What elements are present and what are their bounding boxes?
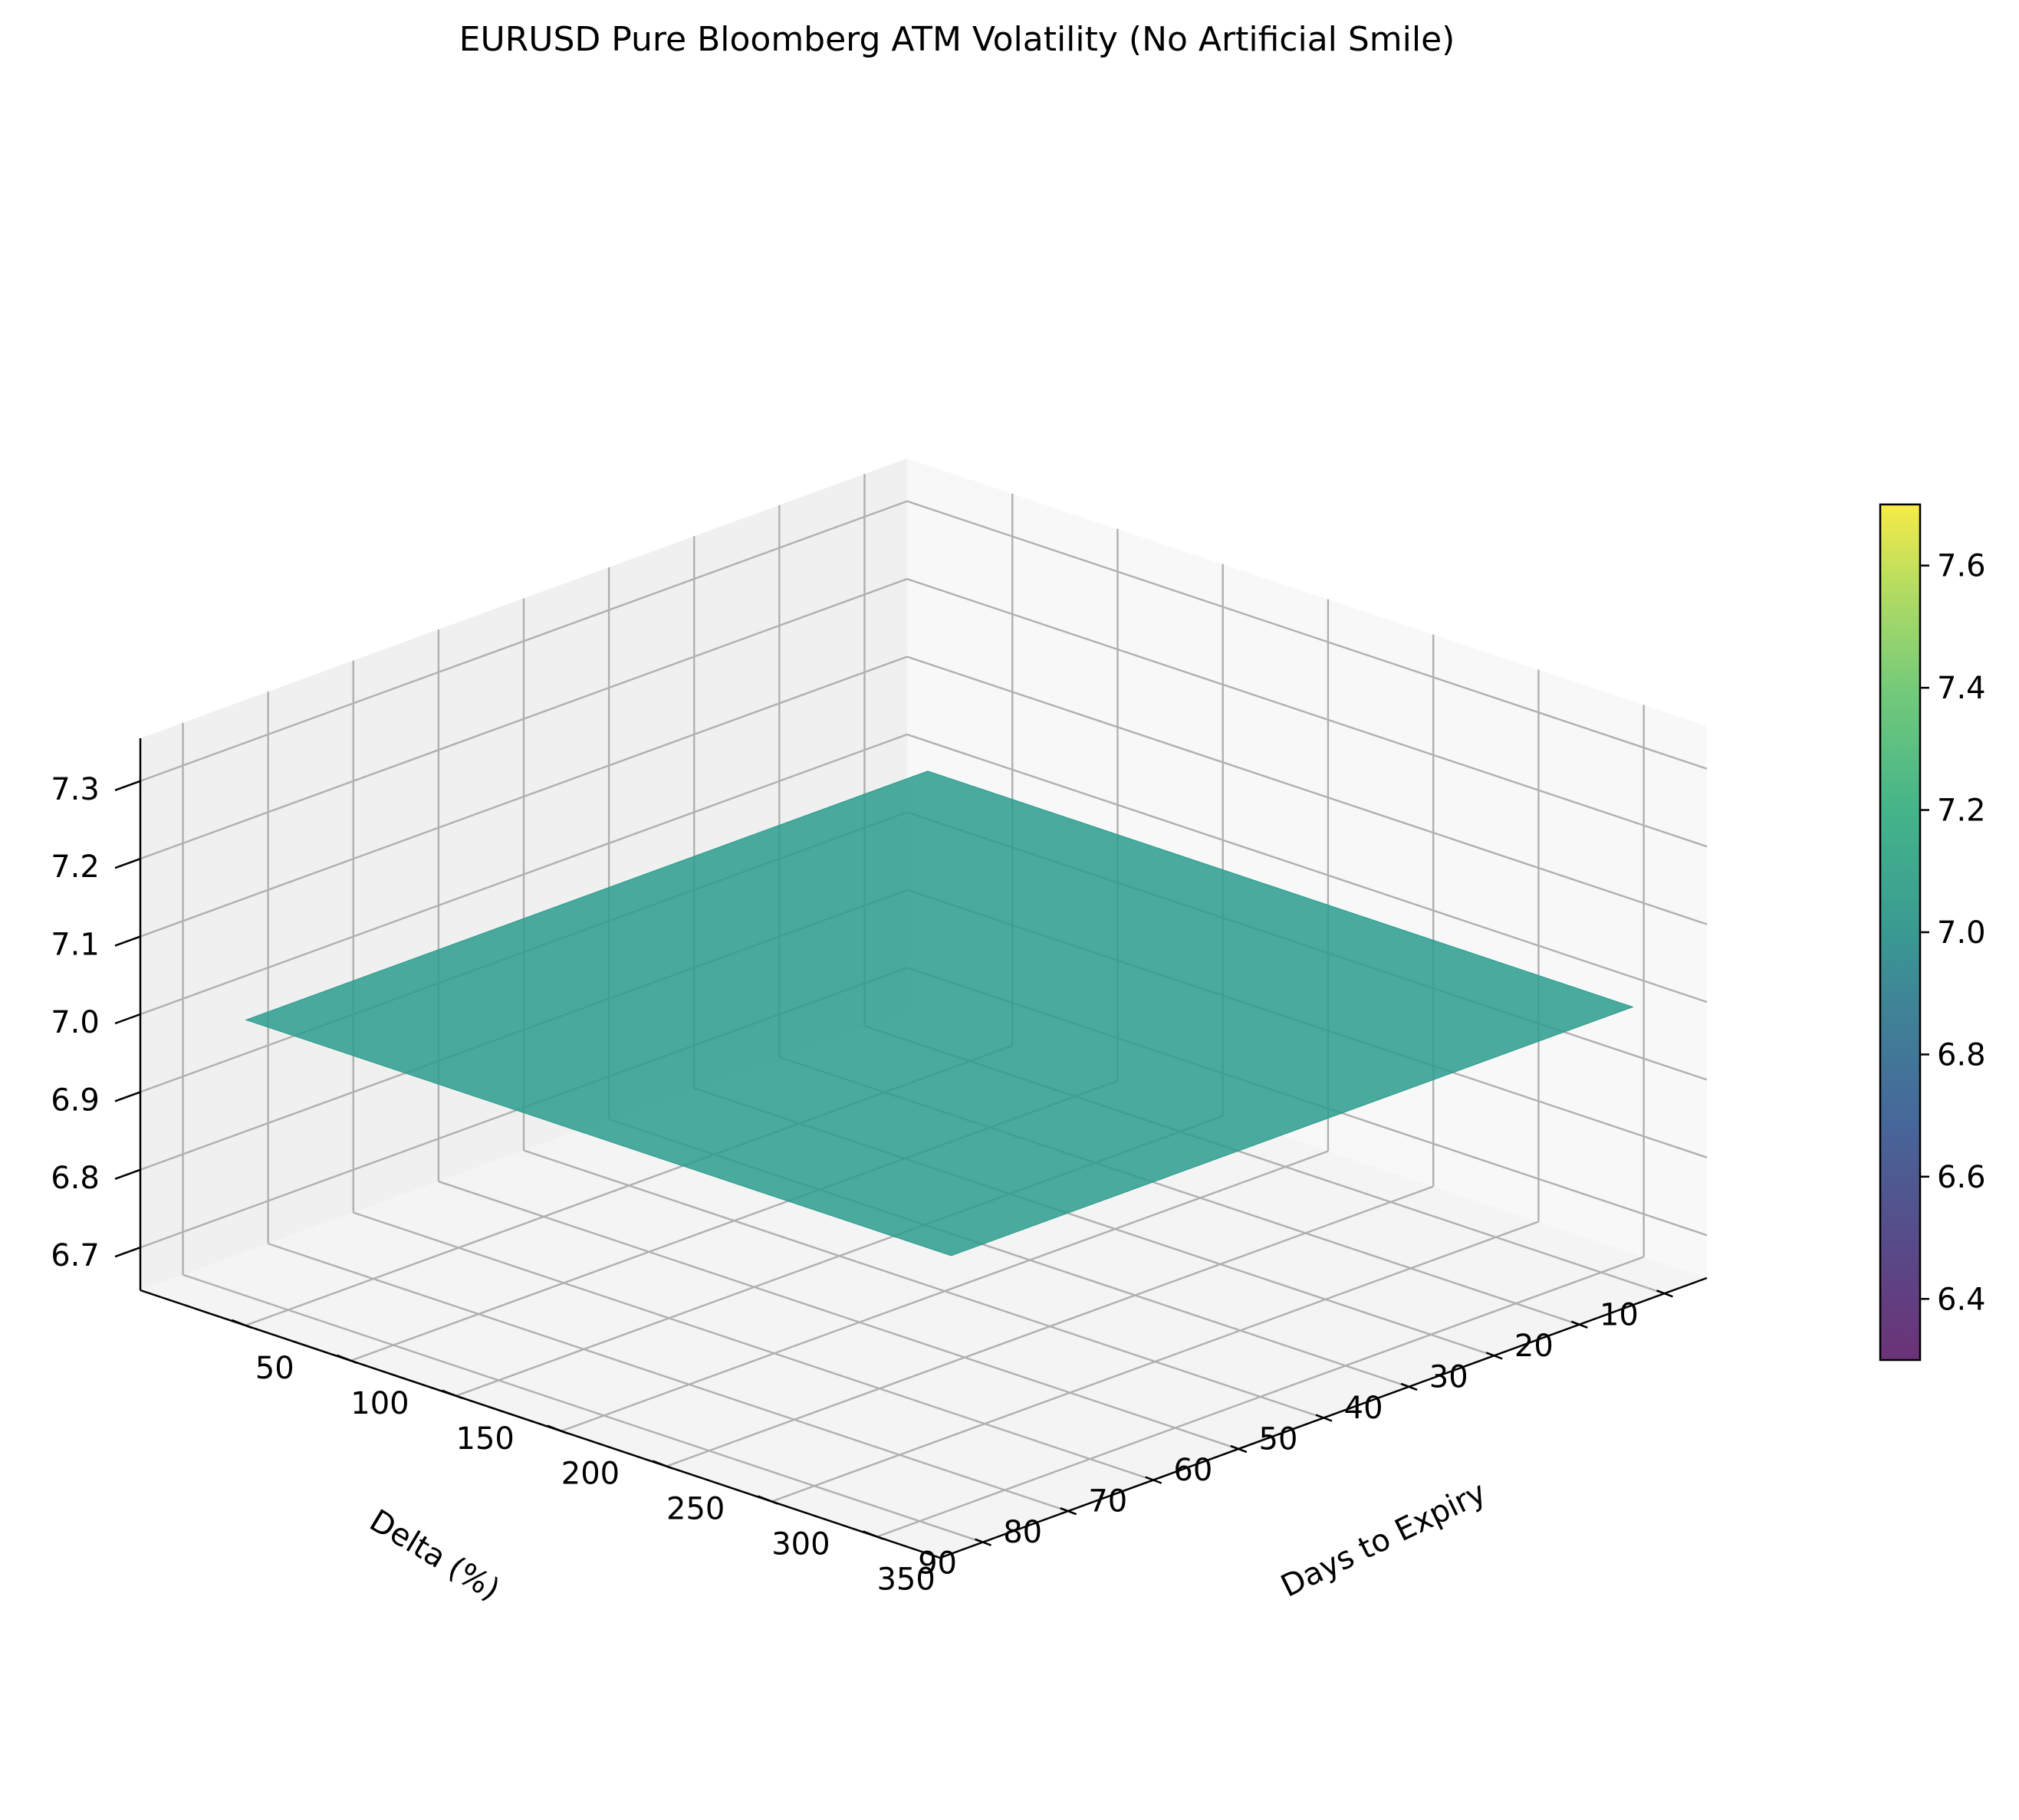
z-tick-label: 7.0 <box>51 1005 100 1040</box>
z-tick-label: 6.8 <box>51 1161 100 1196</box>
grid-line <box>906 655 1708 925</box>
x-tick-label: 60 <box>1173 1453 1212 1488</box>
chart-title: EURUSD Pure Bloomberg ATM Volatility (No… <box>459 20 1455 59</box>
colorbar-gradient <box>1879 503 1922 1362</box>
colorbar-tick-label: 7.4 <box>1937 671 1986 706</box>
colorbar-tick-label: 7.0 <box>1937 915 1986 951</box>
x-tick-mark <box>1060 1506 1077 1516</box>
y-axis-label: Days to Expiry <box>1275 1475 1491 1605</box>
grid-line <box>523 1149 1324 1419</box>
y-tick-mark <box>863 1530 884 1540</box>
y-tick-mark <box>547 1424 568 1434</box>
y-tick-mark <box>652 1460 673 1470</box>
x-tick-label: 10 <box>1600 1297 1639 1332</box>
grid-line <box>666 1185 1434 1467</box>
x-tick-mark <box>1485 1352 1503 1360</box>
grid-line <box>561 1150 1329 1432</box>
grid-line <box>182 1273 983 1543</box>
colorbar-ticks: 6.4 6.6 6.8 7.0 7.2 7.4 7.6 <box>1920 549 1986 1317</box>
x-tick-label: 50 <box>1259 1422 1298 1457</box>
grid-line <box>268 1243 1069 1513</box>
surface-plot <box>245 770 1634 1257</box>
grid-line <box>906 578 1708 848</box>
colorbar-tick-label: 7.6 <box>1937 549 1986 584</box>
x-tick-mark <box>1145 1476 1162 1484</box>
x-axis-label: Delta (%) <box>363 1503 505 1608</box>
x-tick-label: 90 <box>918 1546 957 1582</box>
colorbar-tick-label: 6.6 <box>1937 1160 1986 1195</box>
z-tick-mark <box>114 1247 141 1258</box>
colorbar-tick-label: 6.8 <box>1937 1037 1986 1073</box>
y-tick-mark <box>442 1389 463 1399</box>
x-tick-mark <box>1315 1414 1333 1422</box>
x-axis-ticks: 10 20 30 40 50 60 70 80 90 <box>918 1289 1673 1582</box>
y-tick-label: 50 <box>255 1351 294 1386</box>
x-tick-label: 20 <box>1514 1329 1554 1364</box>
grid-line <box>140 500 908 782</box>
y-tick-label: 250 <box>666 1492 725 1527</box>
y-tick-mark <box>231 1319 252 1329</box>
x-tick-mark <box>1656 1289 1673 1298</box>
grid-line <box>438 1180 1239 1450</box>
y-axis-ticks: 50 100 150 200 250 300 350 <box>231 1319 936 1597</box>
grid-line <box>906 500 1708 770</box>
y-tick-label: 350 <box>876 1562 935 1597</box>
y-tick-label: 200 <box>561 1457 620 1492</box>
z-tick-mark <box>114 858 141 869</box>
colorbar-tick-label: 7.2 <box>1937 793 1986 829</box>
z-tick-label: 7.3 <box>51 772 100 807</box>
z-tick-mark <box>114 935 141 947</box>
grid-line <box>771 1220 1539 1503</box>
x-tick-label: 30 <box>1429 1359 1468 1395</box>
x-tick-mark <box>1400 1382 1418 1391</box>
grid-line <box>140 733 908 1016</box>
y-tick-label: 150 <box>456 1421 515 1457</box>
x-tick-mark <box>1230 1444 1248 1454</box>
z-tick-label: 7.2 <box>51 849 100 885</box>
z-tick-mark <box>114 1013 141 1025</box>
grid-line <box>140 578 908 860</box>
y-tick-mark <box>757 1495 778 1505</box>
x-tick-label: 70 <box>1088 1484 1127 1519</box>
x-tick-label: 40 <box>1344 1391 1383 1426</box>
grid-line <box>140 655 908 938</box>
z-tick-label: 6.7 <box>51 1238 100 1273</box>
z-tick-label: 6.9 <box>51 1082 100 1118</box>
x-tick-mark <box>1570 1320 1588 1329</box>
grid-line <box>876 1256 1645 1538</box>
z-tick-mark <box>114 780 141 791</box>
y-axis-line <box>140 1289 941 1559</box>
grid-line <box>353 1211 1154 1481</box>
x-tick-mark <box>975 1538 992 1546</box>
z-axis-ticks: 6.7 6.8 6.9 7.0 7.1 7.2 7.3 <box>51 772 141 1273</box>
z-tick-label: 7.1 <box>51 928 100 963</box>
grid-line <box>906 733 1708 1004</box>
atm-vol-surface <box>245 770 1634 1257</box>
z-tick-mark <box>114 1168 141 1180</box>
z-tick-mark <box>114 1091 141 1102</box>
colorbar-tick-label: 6.4 <box>1937 1282 1986 1317</box>
x-tick-label: 80 <box>1003 1515 1042 1550</box>
y-tick-label: 300 <box>771 1527 830 1562</box>
y-tick-mark <box>337 1354 357 1365</box>
y-tick-label: 100 <box>350 1386 409 1421</box>
colorbar: 6.4 6.6 6.8 7.0 7.2 7.4 7.6 <box>1879 503 1986 1362</box>
